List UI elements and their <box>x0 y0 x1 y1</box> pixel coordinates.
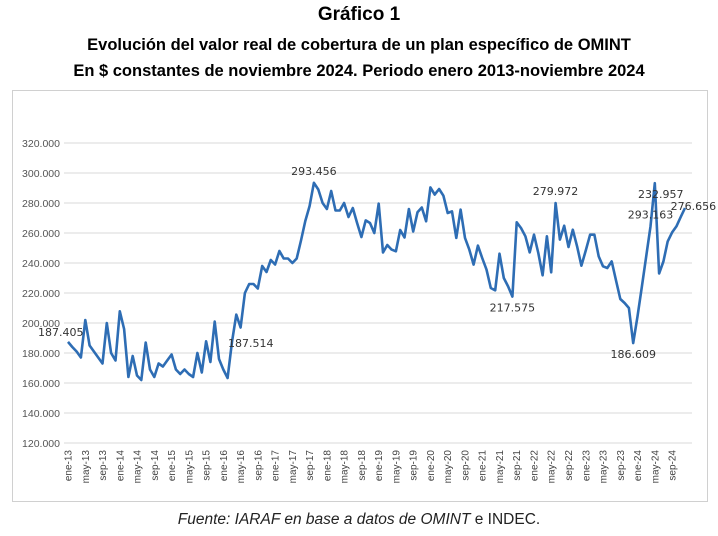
x-tick-label: ene-16 <box>219 450 230 482</box>
chart-title: Gráfico 1 <box>317 4 401 25</box>
x-tick-label: sep-16 <box>253 450 264 481</box>
x-tick-label: sep-18 <box>357 450 368 481</box>
y-tick-label: 280.000 <box>22 198 60 210</box>
data-series-line <box>67 181 687 382</box>
data-label: 187.405 <box>38 326 84 339</box>
chart-subtitle-2: En $ constantes de noviembre 2024. Perio… <box>73 62 645 80</box>
x-tick-label: ene-17 <box>271 450 282 482</box>
y-tick-label: 300.000 <box>22 168 60 180</box>
x-tick-label: ene-14 <box>115 450 126 482</box>
y-tick-label: 240.000 <box>22 258 60 270</box>
y-tick-label: 160.000 <box>22 378 60 390</box>
x-tick-label: sep-14 <box>150 450 161 481</box>
x-tick-label: sep-13 <box>98 450 109 481</box>
data-label: 279.972 <box>533 185 579 198</box>
x-tick-label: may-18 <box>340 450 351 484</box>
data-label: 187.514 <box>228 337 274 350</box>
chart-frame <box>12 90 708 502</box>
x-tick-label: sep-15 <box>202 450 213 481</box>
x-tick-label: ene-20 <box>426 450 437 482</box>
source-note: Fuente: IARAF en base a datos de OMINT e… <box>0 511 718 529</box>
data-label: 232.957 <box>638 188 684 201</box>
data-label: 276.656 <box>671 200 717 213</box>
x-tick-label: may-22 <box>547 450 558 484</box>
x-tick-label: ene-23 <box>581 450 592 482</box>
data-label: 217.575 <box>490 302 536 315</box>
x-tick-label: sep-20 <box>460 450 471 481</box>
x-tick-label: ene-19 <box>374 450 385 482</box>
x-tick-label: sep-17 <box>305 450 316 481</box>
y-tick-label: 200.000 <box>22 318 60 330</box>
data-label: 293.456 <box>291 165 337 178</box>
x-tick-label: may-23 <box>599 450 610 484</box>
source-mid: e <box>470 511 488 528</box>
x-tick-label: may-20 <box>443 450 454 484</box>
x-tick-label: ene-15 <box>167 450 178 482</box>
x-tick-label: ene-18 <box>322 450 333 482</box>
x-tick-label: sep-21 <box>512 450 523 481</box>
x-tick-label: may-16 <box>236 450 247 484</box>
x-tick-label: sep-22 <box>564 450 575 481</box>
y-tick-label: 260.000 <box>22 228 60 240</box>
x-tick-label: may-21 <box>495 450 506 484</box>
x-tick-label: may-19 <box>391 450 402 484</box>
x-tick-label: ene-21 <box>478 450 489 482</box>
x-tick-label: may-17 <box>288 450 299 484</box>
x-tick-label: ene-22 <box>529 450 540 482</box>
y-tick-label: 120.000 <box>22 438 60 450</box>
x-tick-label: ene-13 <box>64 450 75 482</box>
data-label: 293.163 <box>628 208 674 221</box>
source-plain: INDEC. <box>487 511 541 528</box>
source-italic: Fuente: IARAF en base a datos de OMINT <box>177 511 471 528</box>
x-tick-label: sep-24 <box>668 450 679 481</box>
x-tick-label: ene-24 <box>633 450 644 482</box>
x-tick-label: sep-23 <box>616 450 627 481</box>
x-tick-label: may-13 <box>81 450 92 484</box>
data-label: 186.609 <box>610 348 656 361</box>
y-tick-label: 220.000 <box>22 288 60 300</box>
chart-subtitle-1: Evolución del valor real de cobertura de… <box>87 36 631 54</box>
x-tick-label: may-14 <box>133 450 144 484</box>
x-tick-label: may-15 <box>184 450 195 484</box>
y-tick-label: 180.000 <box>22 348 60 360</box>
x-tick-label: sep-19 <box>409 450 420 481</box>
x-tick-label: may-24 <box>650 450 661 484</box>
y-tick-label: 320.000 <box>22 138 60 150</box>
y-tick-label: 140.000 <box>22 408 60 420</box>
